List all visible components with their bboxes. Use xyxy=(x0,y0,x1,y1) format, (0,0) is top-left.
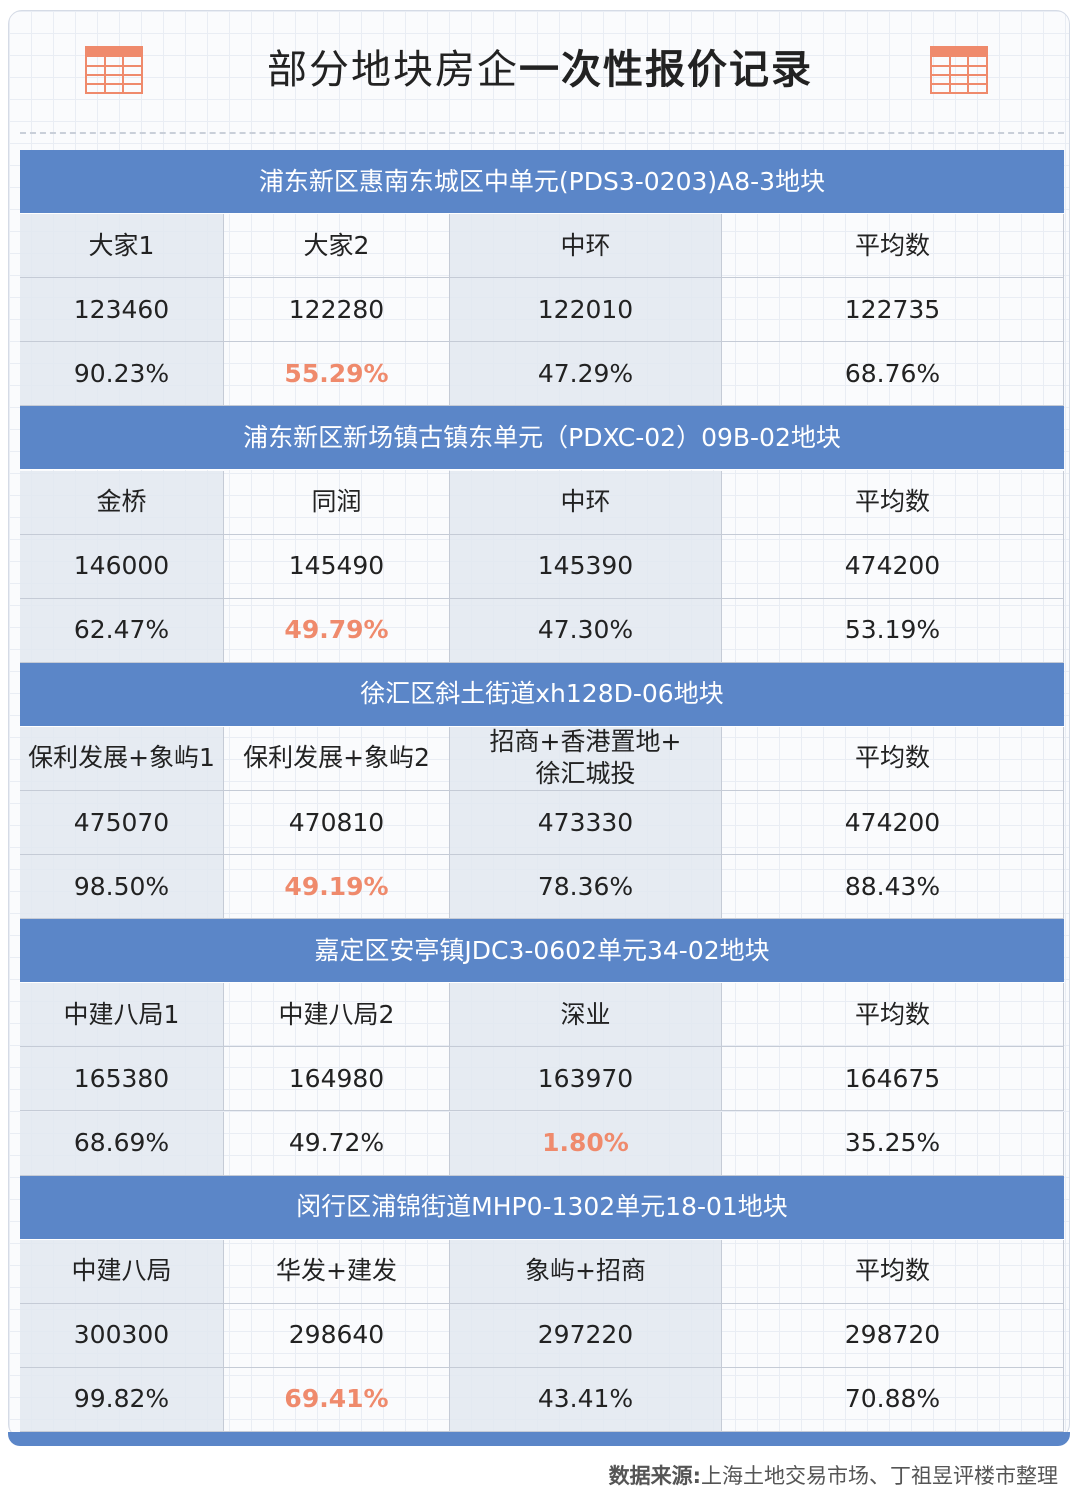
table-cell: 1.80% xyxy=(450,1111,722,1176)
column-header: 中环 xyxy=(450,470,722,535)
table-cell: 473330 xyxy=(450,791,722,856)
table-cell: 300300 xyxy=(20,1303,224,1368)
table-cell: 146000 xyxy=(20,534,224,599)
divider xyxy=(20,132,1064,134)
table-cell: 145490 xyxy=(224,534,450,599)
table-cell: 53.19% xyxy=(722,598,1064,663)
column-header: 象屿+招商 xyxy=(450,1239,722,1304)
table-cell: 78.36% xyxy=(450,855,722,920)
table-cell: 98.50% xyxy=(20,855,224,920)
table-cell: 122010 xyxy=(450,278,722,343)
column-header: 中建八局 xyxy=(20,1239,224,1304)
column-header: 平均数 xyxy=(722,214,1064,279)
table-cell: 123460 xyxy=(20,278,224,343)
column-header: 平均数 xyxy=(722,983,1064,1048)
table-cell: 70.88% xyxy=(722,1367,1064,1432)
column-header: 保利发展+象屿2 xyxy=(224,726,450,791)
column-header: 同润 xyxy=(224,470,450,535)
table-cell: 68.69% xyxy=(20,1111,224,1176)
section-heading: 闵行区浦锦街道MHP0-1302单元18-01地块 xyxy=(20,1175,1064,1240)
table-cell: 298640 xyxy=(224,1303,450,1368)
column-header: 平均数 xyxy=(722,1239,1064,1304)
card-bottom-bar xyxy=(8,1432,1070,1446)
table-cell: 62.47% xyxy=(20,598,224,663)
title-bold: 一次性报价记录 xyxy=(519,47,813,93)
title: 部分地块房企一次性报价记录 xyxy=(0,40,1080,100)
table-cell: 164980 xyxy=(224,1047,450,1112)
section-heading: 徐汇区斜土街道xh128D-06地块 xyxy=(20,662,1064,727)
column-header: 金桥 xyxy=(20,470,224,535)
table-cell: 99.82% xyxy=(20,1367,224,1432)
column-header: 中环 xyxy=(450,214,722,279)
column-header: 招商+香港置地+ 徐汇城投 xyxy=(450,726,722,791)
footer-text: 上海土地交易市场、丁祖昱评楼市整理 xyxy=(701,1464,1058,1488)
table-cell: 297220 xyxy=(450,1303,722,1368)
table-cell: 43.41% xyxy=(450,1367,722,1432)
table-cell: 69.41% xyxy=(224,1367,450,1432)
column-header: 平均数 xyxy=(722,470,1064,535)
table-cell: 68.76% xyxy=(722,342,1064,407)
column-header: 保利发展+象屿1 xyxy=(20,726,224,791)
column-header: 平均数 xyxy=(722,726,1064,791)
section-heading: 嘉定区安亭镇JDC3-0602单元34-02地块 xyxy=(20,919,1064,984)
table-cell: 47.30% xyxy=(450,598,722,663)
column-header: 中建八局1 xyxy=(20,983,224,1048)
table-icon xyxy=(85,46,143,94)
table-cell: 55.29% xyxy=(224,342,450,407)
section-heading: 浦东新区新场镇古镇东单元（PDXC-02）09B-02地块 xyxy=(20,406,1064,471)
table-cell: 49.72% xyxy=(224,1111,450,1176)
column-header: 华发+建发 xyxy=(224,1239,450,1304)
table-cell: 49.79% xyxy=(224,598,450,663)
column-header: 大家2 xyxy=(224,214,450,279)
footer: 数据来源:上海土地交易市场、丁祖昱评楼市整理 xyxy=(609,1460,1058,1490)
table-cell: 49.19% xyxy=(224,855,450,920)
table-cell: 164675 xyxy=(722,1047,1064,1112)
column-header: 深业 xyxy=(450,983,722,1048)
table-cell: 122280 xyxy=(224,278,450,343)
table-cell: 145390 xyxy=(450,534,722,599)
section-heading: 浦东新区惠南东城区中单元(PDS3-0203)A8-3地块 xyxy=(20,150,1064,215)
table-cell: 88.43% xyxy=(722,855,1064,920)
table-cell: 47.29% xyxy=(450,342,722,407)
table-cell: 298720 xyxy=(722,1303,1064,1368)
table-cell: 163970 xyxy=(450,1047,722,1112)
table-cell: 474200 xyxy=(722,534,1064,599)
column-header: 中建八局2 xyxy=(224,983,450,1048)
table-cell: 475070 xyxy=(20,791,224,856)
title-plain: 部分地块房企 xyxy=(267,47,519,93)
table-cell: 35.25% xyxy=(722,1111,1064,1176)
table-icon xyxy=(930,46,988,94)
column-header: 大家1 xyxy=(20,214,224,279)
table-cell: 165380 xyxy=(20,1047,224,1112)
table-cell: 122735 xyxy=(722,278,1064,343)
table-cell: 90.23% xyxy=(20,342,224,407)
table-cell: 470810 xyxy=(224,791,450,856)
footer-label: 数据来源: xyxy=(608,1464,701,1488)
table-cell: 474200 xyxy=(722,791,1064,856)
